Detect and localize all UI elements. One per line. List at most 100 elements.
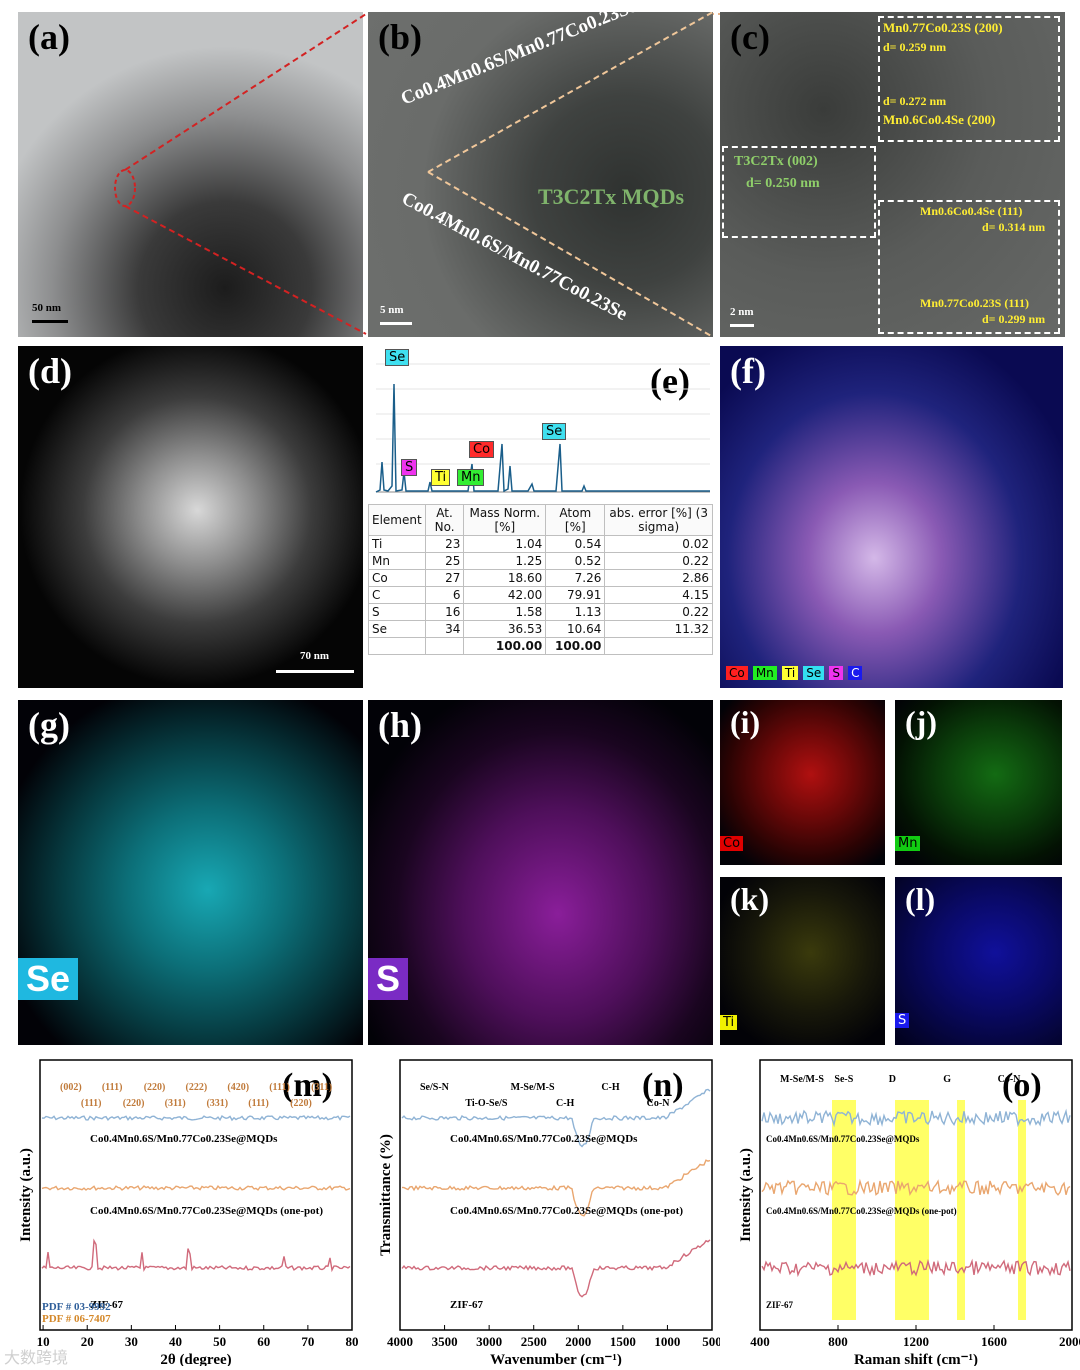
edx-spectrum <box>375 363 710 493</box>
y-axis-label: Intensity (a.u.) <box>18 1148 34 1242</box>
legend-mn: Mn <box>752 666 777 680</box>
peak-annotation: (311) <box>165 1098 186 1109</box>
edx-peak-s: S <box>401 459 418 476</box>
table-row: Ti 23 1.04 0.54 0.02 <box>368 535 713 553</box>
table-total-row: 100.00 100.00 <box>368 637 713 655</box>
x-tick-label: 2000 <box>565 1334 591 1349</box>
series-label: Co0.4Mn0.6S/Mn0.77Co0.23Se@MQDs <box>450 1133 638 1145</box>
series-line <box>761 1178 1071 1196</box>
pdf-reference: PDF # 03-9992 <box>42 1301 111 1313</box>
lattice-spacing: d= 0.299 nm <box>982 312 1046 326</box>
peak-annotation: (311) <box>311 1082 332 1093</box>
x-tick-label: 1500 <box>610 1334 636 1349</box>
x-tick-label: 40 <box>169 1334 182 1349</box>
element-badge: Se <box>18 958 79 1000</box>
panel-k-ti-map: (k) Ti <box>720 877 885 1045</box>
element-badge: Co <box>720 836 744 851</box>
legend-s: S <box>829 666 843 680</box>
element-badge: Ti <box>720 1015 738 1030</box>
x-tick-label: 60 <box>257 1334 270 1349</box>
series-line <box>41 1238 351 1273</box>
lattice-box-2 <box>722 146 876 238</box>
table-header-row: Element At. No. Mass Norm. [%] Atom [%] … <box>368 504 713 536</box>
panel-j-mn-map: (j) Mn <box>895 700 1062 865</box>
x-tick-label: 500 <box>702 1334 720 1349</box>
scale-bar <box>276 670 354 673</box>
highlight-band <box>895 1100 929 1320</box>
highlight-band <box>957 1100 965 1320</box>
table-cell: S <box>368 603 426 621</box>
x-tick-label: 4000 <box>387 1334 413 1349</box>
panel-label: (m) <box>282 1067 333 1104</box>
element-badge: S <box>895 1013 910 1028</box>
scale-bar <box>32 320 68 323</box>
legend-co: Co <box>726 666 748 680</box>
table-cell: 7.26 <box>545 569 606 587</box>
series-line <box>41 1114 351 1122</box>
table-cell: 36.53 <box>463 620 547 638</box>
peak-annotation: (111) <box>269 1082 290 1093</box>
series-line <box>401 1088 711 1148</box>
x-axis-label: Wavenumber (cm⁻¹) <box>490 1352 622 1366</box>
interface-lines <box>427 12 713 337</box>
x-axis-label: Raman shift (cm⁻¹) <box>854 1352 978 1366</box>
series-line <box>41 1184 351 1191</box>
peak-annotation: C-H <box>601 1082 620 1093</box>
series-line <box>761 1108 1071 1128</box>
panel-label: (c) <box>730 17 770 57</box>
chart-xrd: 10 20 30 40 50 60 70 80 2θ (degree) Intensity (a.… <box>18 1059 359 1366</box>
table-header: Element <box>368 504 426 536</box>
plot-frame <box>399 1059 713 1331</box>
table-row: Co 27 18.60 7.26 2.86 <box>368 569 713 587</box>
edx-peak-mn: Mn <box>457 469 485 486</box>
legend-se: Se <box>803 666 825 680</box>
peak-annotation: (331) <box>206 1098 228 1109</box>
table-cell: 25 <box>424 552 465 570</box>
panel-l-s-map: (l) S <box>895 877 1062 1045</box>
mqd-label: T3C2Tx MQDs <box>538 184 685 209</box>
table-cell: 4.15 <box>604 586 713 604</box>
table-row: S 16 1.58 1.13 0.22 <box>368 603 713 621</box>
edx-peak-se: Se <box>385 349 410 366</box>
table-cell: 16 <box>424 603 465 621</box>
panel-b-hrtem: (b) Co0.4Mn0.6S/Mn0.77Co0.23Se Co0.4Mn0.… <box>368 12 713 337</box>
panel-label: (l) <box>905 881 936 917</box>
scale-bar <box>380 322 412 325</box>
chart-raman: 400 800 1200 1600 2000 Raman shift (cm⁻¹) Inte… <box>738 1059 1080 1366</box>
x-tick-label: 400 <box>750 1334 770 1349</box>
series-line <box>401 1159 711 1217</box>
table-cell: 27 <box>424 569 465 587</box>
series-line <box>761 1258 1071 1278</box>
table-cell: 18.60 <box>463 569 547 587</box>
series-line <box>401 1239 711 1298</box>
table-cell: 1.58 <box>463 603 547 621</box>
peak-annotation: (111) <box>81 1098 102 1109</box>
peak-annotation: Ti-O-Se/S <box>465 1098 507 1109</box>
table-cell <box>424 637 465 655</box>
table-cell: 0.54 <box>545 535 606 553</box>
scale-bar-label: 5 nm <box>380 304 404 316</box>
lattice-label: Mn0.77Co0.23S (200) <box>883 20 1003 35</box>
panel-label: (k) <box>730 881 770 917</box>
panel-f-overlay-map: (f) Co Mn Ti Se S C <box>720 346 1063 688</box>
lattice-label: T3C2Tx (002) <box>734 154 818 169</box>
edx-peak-ti: Ti <box>431 469 451 486</box>
series-label: ZIF-67 <box>90 1299 124 1311</box>
panel-label: (a) <box>28 17 70 57</box>
panel-label: (g) <box>28 705 70 745</box>
table-cell: 6 <box>424 586 465 604</box>
series-label: Co0.4Mn0.6S/Mn0.77Co0.23Se@MQDs <box>766 1134 920 1144</box>
lattice-box-1 <box>878 16 1060 142</box>
peak-annotation: M-Se/M-S <box>511 1082 555 1093</box>
y-axis-label: Intensity (a.u.) <box>738 1148 754 1242</box>
panel-label: (d) <box>28 351 72 391</box>
panel-label: (n) <box>642 1067 684 1104</box>
table-row: Se 34 36.53 10.64 11.32 <box>368 620 713 638</box>
panel-h-s-map: (h) S <box>368 700 713 1045</box>
peak-annotation: Se-S <box>834 1074 853 1085</box>
peak-annotation: D <box>889 1074 896 1085</box>
panel-label: (e) <box>650 361 690 401</box>
chart-ftir: 4000 3500 3000 2500 2000 1500 1000 500 Wavenumbe… <box>378 1059 720 1366</box>
x-tick-label: 10 <box>37 1334 50 1349</box>
lattice-box-3 <box>878 200 1060 334</box>
